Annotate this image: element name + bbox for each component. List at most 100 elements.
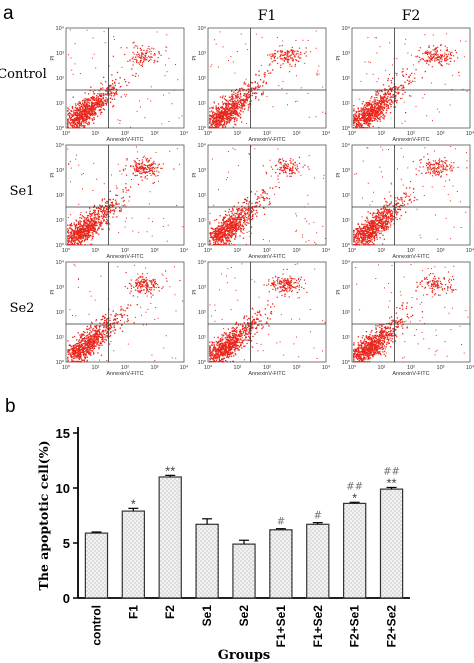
dot [369,225,371,228]
dot [251,90,253,92]
dot [233,117,235,119]
dot [243,101,245,103]
dot [362,112,364,114]
dot [72,126,75,129]
dot [78,107,81,109]
dot [97,106,100,108]
dot [76,230,78,233]
dot [261,36,263,38]
dot [242,88,244,90]
dot [222,127,224,129]
dot [87,103,89,106]
dot [233,222,236,224]
dot [296,215,297,217]
dot [132,64,134,66]
dot [358,110,360,112]
dot [89,89,91,92]
dot [78,111,81,114]
dot [257,196,259,198]
dot [98,213,100,216]
dot [108,228,110,230]
dot [82,225,84,228]
y-tick-label: 10¹ [342,101,350,107]
dot [386,217,388,219]
dot [444,58,446,60]
dot [242,103,244,105]
dot [365,120,367,122]
dot [226,107,228,109]
dot [75,108,78,110]
dot [369,109,371,112]
dot [428,51,430,53]
dot [87,101,89,103]
dot [236,119,238,122]
dot [148,159,150,161]
dot [288,173,291,175]
dot [221,224,223,227]
dot [371,120,373,122]
dot [147,166,149,168]
dot [152,166,154,168]
dot [115,201,117,203]
dot [69,243,71,245]
dot [223,218,225,220]
dot [228,240,230,242]
dot [70,181,71,183]
dot [219,240,222,242]
dot [220,239,223,241]
dot [70,122,73,124]
dot [69,113,71,115]
dot [141,167,143,169]
dot [219,233,221,235]
dot [109,94,111,96]
dot [140,59,142,62]
dot [134,160,136,162]
dot [141,49,143,51]
dot [371,113,373,116]
dot [143,167,145,169]
dot [385,222,387,224]
dot [86,116,88,118]
flow-plot-control-f2: 10⁰ 10¹ 10² 10³ 10⁴10⁰10¹10²10³10⁴AnnexinV-F… [336,25,474,143]
dot [285,172,287,174]
dot [101,93,103,95]
dot [218,107,220,109]
dot [234,123,236,125]
dot [74,232,76,235]
dot [77,243,80,246]
dot [361,124,363,126]
dot [102,96,104,99]
dot [231,117,233,119]
dot [229,222,231,225]
dot [103,76,105,78]
dot [394,91,396,93]
dot [99,98,102,100]
dot [137,163,139,165]
flow-plot-se1-none: 10⁰ 10¹ 10² 10³ 10⁴10⁰10¹10²10³10⁴AnnexinV-F… [50,142,189,260]
dot [137,183,140,186]
dot [113,211,116,213]
dot [111,74,113,76]
dot [224,236,226,239]
dot [173,168,175,170]
dot [255,201,257,203]
dot [75,223,78,226]
dot [96,213,98,215]
dot [125,187,127,189]
dot [84,125,86,127]
dot [98,102,100,104]
dot [100,215,103,217]
y-tick-label: 10⁰ [198,242,207,249]
dot [255,202,257,204]
dot [231,90,233,92]
dot [81,239,84,242]
dot-cloud [209,30,326,129]
dot [375,109,377,111]
dot [378,105,381,107]
dot [233,106,236,108]
dot [228,214,230,216]
dot [80,109,82,111]
dot [70,57,72,59]
dot [294,172,296,174]
dot [230,100,232,102]
